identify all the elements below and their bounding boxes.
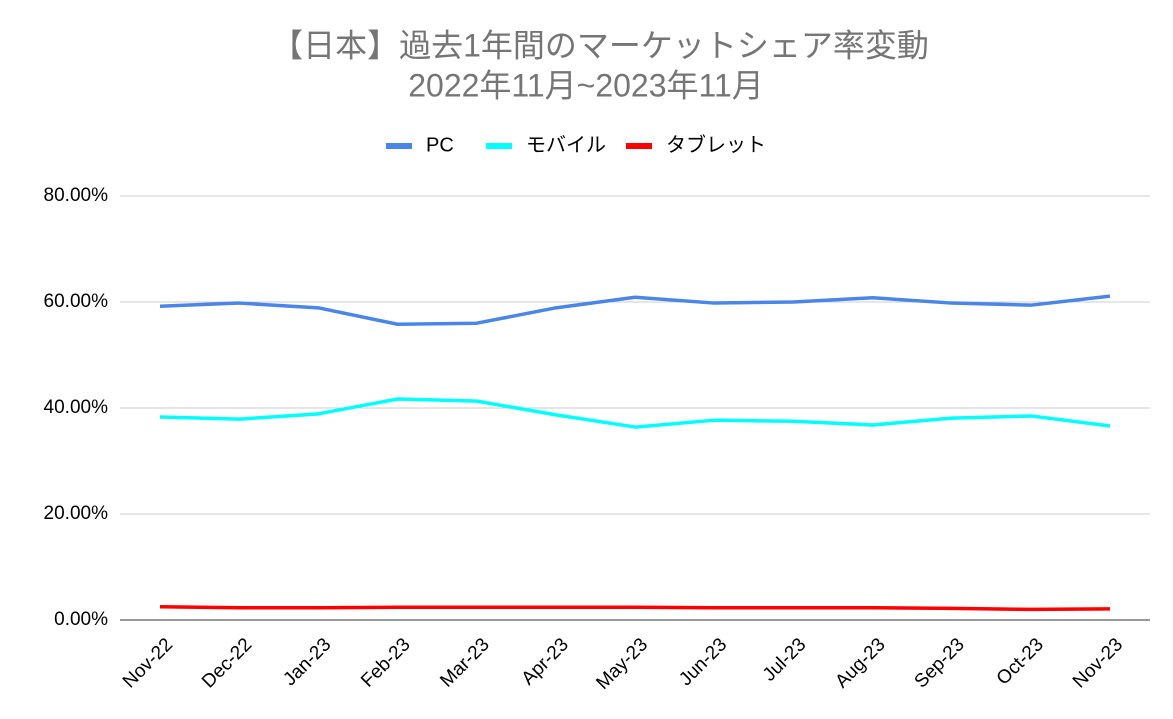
legend-label: PC — [426, 134, 454, 156]
x-tick-label: Apr-23 — [518, 634, 573, 689]
x-tick-label: Jun-23 — [675, 634, 731, 690]
x-tick-label: May-23 — [592, 634, 652, 694]
chart-title: 【日本】過去1年間のマーケットシェア率変動 — [271, 27, 929, 63]
x-tick-label: Mar-23 — [436, 634, 493, 691]
series-line — [159, 397, 1111, 429]
x-tick-label: Sep-23 — [911, 634, 969, 692]
y-tick-label: 80.00% — [44, 185, 109, 206]
series-line — [159, 605, 1111, 612]
x-tick-label: Dec-22 — [198, 634, 256, 692]
x-tick-label: Nov-23 — [1069, 634, 1127, 692]
y-tick-label: 40.00% — [44, 397, 109, 418]
chart-subtitle: 2022年11月~2023年11月 — [408, 67, 764, 103]
series-line — [159, 294, 1111, 327]
x-tick-label: Oct-23 — [993, 634, 1048, 689]
y-tick-label: 60.00% — [44, 291, 109, 312]
x-tick-label: Nov-22 — [119, 634, 177, 692]
legend-label: モバイル — [526, 134, 606, 156]
y-tick-label: 0.00% — [54, 609, 108, 630]
y-tick-label: 20.00% — [44, 503, 109, 524]
x-tick-label: Feb-23 — [357, 634, 414, 691]
legend-label: タブレット — [666, 132, 766, 156]
x-tick-label: Jan-23 — [279, 634, 335, 690]
x-tick-label: Jul-23 — [759, 634, 810, 685]
x-tick-label: Aug-23 — [831, 634, 889, 692]
